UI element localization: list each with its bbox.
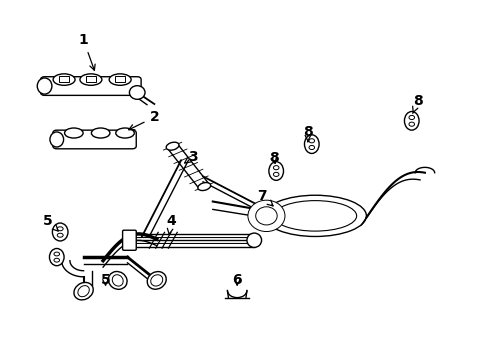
Text: 8: 8 (303, 125, 312, 141)
Ellipse shape (116, 128, 134, 138)
Ellipse shape (54, 252, 60, 256)
Ellipse shape (408, 122, 414, 126)
Ellipse shape (147, 271, 166, 289)
Ellipse shape (264, 195, 366, 237)
Text: 5: 5 (43, 214, 58, 231)
Ellipse shape (304, 135, 319, 153)
Text: 7: 7 (257, 189, 272, 206)
Ellipse shape (108, 271, 127, 289)
Ellipse shape (109, 74, 131, 85)
Ellipse shape (268, 162, 283, 180)
Ellipse shape (112, 275, 123, 286)
Bar (86, 76, 96, 82)
Ellipse shape (273, 201, 356, 231)
Ellipse shape (91, 128, 110, 138)
Text: 5: 5 (101, 273, 110, 287)
Text: 8: 8 (412, 94, 422, 113)
Ellipse shape (308, 145, 314, 149)
Ellipse shape (273, 172, 278, 176)
Bar (59, 76, 69, 82)
FancyBboxPatch shape (41, 77, 141, 95)
Ellipse shape (198, 183, 210, 190)
Ellipse shape (246, 233, 261, 247)
Ellipse shape (64, 128, 83, 138)
Ellipse shape (273, 166, 278, 170)
Text: 8: 8 (268, 152, 278, 166)
Ellipse shape (74, 283, 93, 300)
Ellipse shape (53, 74, 75, 85)
Text: 4: 4 (166, 214, 176, 234)
Text: 2: 2 (128, 110, 159, 130)
FancyBboxPatch shape (122, 230, 136, 250)
FancyBboxPatch shape (53, 130, 136, 149)
Ellipse shape (52, 223, 68, 241)
Ellipse shape (49, 248, 64, 266)
Text: 3: 3 (184, 150, 198, 164)
Ellipse shape (57, 233, 63, 237)
Ellipse shape (150, 275, 163, 286)
Ellipse shape (80, 74, 102, 85)
Ellipse shape (247, 200, 285, 231)
Bar (115, 76, 125, 82)
Ellipse shape (50, 132, 63, 147)
Ellipse shape (57, 227, 63, 231)
Ellipse shape (54, 258, 60, 262)
Text: 6: 6 (232, 273, 242, 287)
Ellipse shape (255, 207, 277, 225)
Ellipse shape (78, 285, 89, 297)
Ellipse shape (408, 116, 414, 120)
Text: 1: 1 (79, 33, 95, 70)
Ellipse shape (308, 139, 314, 143)
Ellipse shape (129, 86, 145, 99)
Ellipse shape (37, 78, 52, 94)
Ellipse shape (166, 142, 179, 150)
Ellipse shape (404, 112, 418, 130)
